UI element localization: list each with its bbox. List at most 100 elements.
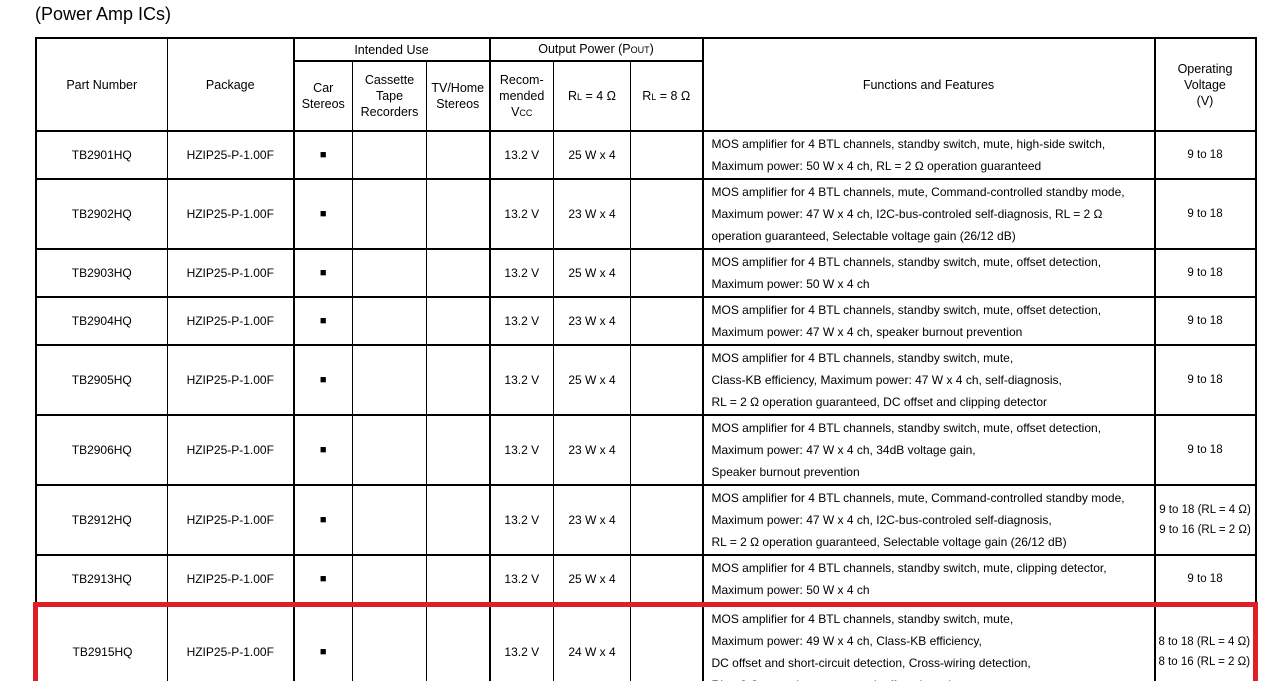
table-row: TB2905HQ HZIP25-P-1.00F ■ 13.2 V 25 W x … [35, 344, 1257, 416]
table-row-highlighted: TB2915HQ HZIP25-P-1.00F ■ 13.2 V 24 W x … [33, 602, 1259, 681]
package-cell: HZIP25-P-1.00F [167, 296, 294, 346]
part-number-cell: TB2912HQ [35, 484, 168, 556]
rl-8ohm-output-cell [629, 484, 704, 556]
rl-4ohm-output-cell: 23 W x 4 [553, 484, 631, 556]
tv-home-stereos-cell [426, 296, 490, 346]
operating-voltage-cell: 9 to 18 [1153, 554, 1257, 606]
part-number-cell: TB2913HQ [35, 554, 168, 606]
rl-8ohm-output-cell [629, 414, 704, 486]
recommended-vcc-cell: 13.2 V [488, 296, 554, 346]
package-cell: HZIP25-P-1.00F [167, 554, 294, 606]
car-stereos-marker: ■ [292, 344, 353, 416]
package-cell: HZIP25-P-1.00F [167, 130, 294, 180]
col-header-functions-features: Functions and Features [701, 37, 1156, 132]
tv-home-stereos-cell [426, 602, 490, 681]
functions-features-cell: MOS amplifier for 4 BTL channels, mute, … [701, 484, 1156, 556]
package-cell: HZIP25-P-1.00F [167, 248, 294, 298]
operating-voltage-cell: 9 to 18 [1153, 344, 1257, 416]
output-power-subscript: OUT [630, 45, 650, 55]
rl-4ohm-output-cell: 25 W x 4 [553, 248, 631, 298]
recommended-vcc-cell: 13.2 V [488, 554, 554, 606]
col-header-recommended-vcc: Recom- mended VCC [488, 60, 554, 132]
vcc-subscript: CC [519, 107, 533, 118]
car-stereos-marker: ■ [292, 414, 353, 486]
rl-8ohm-output-cell [629, 248, 704, 298]
functions-features-cell: MOS amplifier for 4 BTL channels, standb… [701, 414, 1156, 486]
tv-home-stereos-cell [426, 484, 490, 556]
package-cell: HZIP25-P-1.00F [167, 484, 294, 556]
car-stereos-marker: ■ [292, 484, 353, 556]
car-stereos-marker: ■ [292, 130, 353, 180]
col-header-rl-4ohm: RL = 4 Ω [553, 60, 631, 132]
operating-voltage-cell: 9 to 18 [1153, 414, 1257, 486]
functions-features-cell: MOS amplifier for 4 BTL channels, standb… [701, 344, 1156, 416]
part-number-cell: TB2915HQ [33, 602, 168, 681]
functions-features-cell: MOS amplifier for 4 BTL channels, standb… [701, 296, 1156, 346]
functions-features-cell: MOS amplifier for 4 BTL channels, mute, … [701, 178, 1156, 250]
rl-8ohm-output-cell [629, 130, 704, 180]
tv-home-stereos-cell [426, 414, 490, 486]
recommended-vcc-cell: 13.2 V [488, 602, 554, 681]
col-header-intended-use: Intended Use [292, 37, 490, 62]
cassette-tape-recorders-cell [352, 602, 427, 681]
rl-8ohm-output-cell [629, 296, 704, 346]
package-cell: HZIP25-P-1.00F [167, 178, 294, 250]
rl-subscript: L [651, 91, 657, 102]
page-title: (Power Amp ICs) [35, 4, 172, 24]
cassette-tape-recorders-cell [352, 554, 427, 606]
part-number-cell: TB2906HQ [35, 414, 168, 486]
output-power-label-close: ) [649, 42, 654, 56]
package-cell: HZIP25-P-1.00F [167, 344, 294, 416]
recommended-vcc-line1: Recom- [499, 72, 544, 87]
rl-4ohm-output-cell: 24 W x 4 [553, 602, 631, 681]
car-stereos-marker: ■ [292, 248, 353, 298]
recommended-vcc-line2: mended [499, 88, 545, 103]
cassette-tape-recorders-cell [352, 248, 427, 298]
operating-voltage-cell: 9 to 18 (RL = 4 Ω) 9 to 16 (RL = 2 Ω) [1153, 484, 1257, 556]
rl-subscript: L [577, 91, 583, 102]
vcc-symbol: V [511, 104, 520, 119]
rl-8ohm-output-cell [629, 178, 704, 250]
operating-voltage-cell: 9 to 18 [1153, 248, 1257, 298]
car-stereos-marker: ■ [292, 178, 353, 250]
functions-features-cell: MOS amplifier for 4 BTL channels, standb… [701, 248, 1156, 298]
tv-home-stereos-cell [426, 344, 490, 416]
part-number-cell: TB2905HQ [35, 344, 168, 416]
rl-4ohm-output-cell: 25 W x 4 [553, 344, 631, 416]
recommended-vcc-cell: 13.2 V [488, 248, 554, 298]
recommended-vcc-cell: 13.2 V [488, 414, 554, 486]
rl-4ohm-output-cell: 23 W x 4 [553, 296, 631, 346]
tv-home-stereos-cell [426, 248, 490, 298]
tv-home-stereos-cell [426, 130, 490, 180]
package-cell: HZIP25-P-1.00F [167, 414, 294, 486]
power-amp-ics-table: Part Number Package Intended Use Output … [33, 37, 1259, 681]
col-header-rl-8ohm: RL = 8 Ω [629, 60, 704, 132]
table-row: TB2901HQ HZIP25-P-1.00F ■ 13.2 V 25 W x … [35, 130, 1257, 180]
part-number-cell: TB2902HQ [35, 178, 168, 250]
functions-features-cell: MOS amplifier for 4 BTL channels, standb… [701, 554, 1156, 606]
part-number-cell: TB2903HQ [35, 248, 168, 298]
functions-features-cell: MOS amplifier for 4 BTL channels, standb… [701, 130, 1156, 180]
cassette-tape-recorders-cell [352, 130, 427, 180]
cassette-tape-recorders-cell [352, 484, 427, 556]
col-header-operating-voltage: Operating Voltage (V) [1153, 37, 1257, 132]
part-number-cell: TB2901HQ [35, 130, 168, 180]
cassette-tape-recorders-cell [352, 296, 427, 346]
cassette-tape-recorders-cell [352, 414, 427, 486]
rl-4ohm-output-cell: 25 W x 4 [553, 130, 631, 180]
col-header-car-stereos: Car Stereos [292, 60, 353, 132]
package-cell: HZIP25-P-1.00F [167, 602, 294, 681]
operating-voltage-cell: 9 to 18 [1153, 178, 1257, 250]
recommended-vcc-cell: 13.2 V [488, 344, 554, 416]
operating-voltage-cell: 9 to 18 [1153, 130, 1257, 180]
table-row: TB2902HQ HZIP25-P-1.00F ■ 13.2 V 23 W x … [35, 178, 1257, 250]
col-header-package: Package [167, 37, 294, 132]
recommended-vcc-cell: 13.2 V [488, 178, 554, 250]
table-row: TB2913HQ HZIP25-P-1.00F ■ 13.2 V 25 W x … [35, 554, 1257, 606]
functions-features-cell: MOS amplifier for 4 BTL channels, standb… [701, 602, 1156, 681]
recommended-vcc-cell: 13.2 V [488, 130, 554, 180]
operating-voltage-cell: 8 to 18 (RL = 4 Ω) 8 to 16 (RL = 2 Ω) [1153, 602, 1259, 681]
rl-4ohm-output-cell: 23 W x 4 [553, 414, 631, 486]
table-row: TB2912HQ HZIP25-P-1.00F ■ 13.2 V 23 W x … [35, 484, 1257, 556]
car-stereos-marker: ■ [292, 296, 353, 346]
